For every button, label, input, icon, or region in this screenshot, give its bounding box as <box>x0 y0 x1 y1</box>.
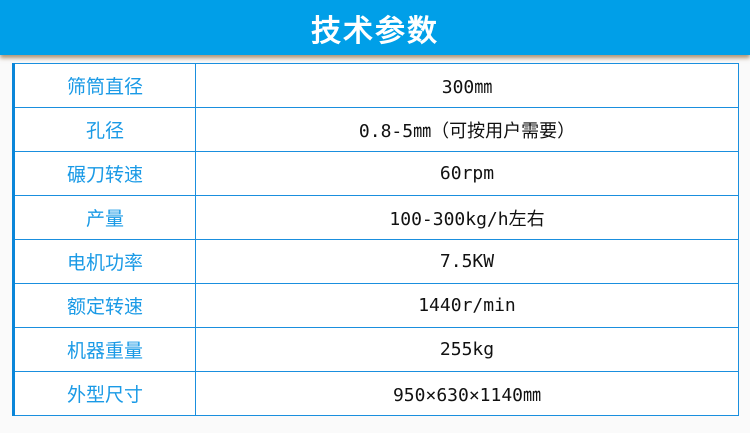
spec-table: 筛筒直径 300㎜ 孔径 0.8-5㎜（可按用户需要） 碾刀转速 60rpm 产量 100-3… <box>12 63 739 416</box>
table-row: 产量 100-300kg/h左右 <box>13 195 739 240</box>
spec-value: 100-300kg/h左右 <box>195 195 739 240</box>
title-banner: 技术参数 <box>0 0 750 55</box>
spec-value: 950×630×1140㎜ <box>195 371 739 416</box>
table-row: 孔径 0.8-5㎜（可按用户需要） <box>13 107 739 152</box>
spec-label: 筛筒直径 <box>13 63 196 108</box>
spec-label: 电机功率 <box>13 239 196 284</box>
spec-label: 碾刀转速 <box>13 151 196 196</box>
table-row: 筛筒直径 300㎜ <box>13 63 739 108</box>
spec-label: 孔径 <box>13 107 196 152</box>
page-title: 技术参数 <box>311 13 439 49</box>
table-row: 额定转速 1440r/min <box>13 283 739 328</box>
spec-value: 300㎜ <box>195 63 739 108</box>
spec-label: 产量 <box>13 195 196 240</box>
spec-value: 7.5KW <box>195 239 739 284</box>
spec-value: 1440r/min <box>195 283 739 328</box>
spec-value: 60rpm <box>195 151 739 196</box>
table-row: 电机功率 7.5KW <box>13 239 739 284</box>
spec-value: 255kg <box>195 327 739 372</box>
spec-value: 0.8-5㎜（可按用户需要） <box>195 107 739 152</box>
table-row: 外型尺寸 950×630×1140㎜ <box>13 371 739 416</box>
spec-label: 机器重量 <box>13 327 196 372</box>
spec-label: 外型尺寸 <box>13 371 196 416</box>
table-row: 碾刀转速 60rpm <box>13 151 739 196</box>
spec-label: 额定转速 <box>13 283 196 328</box>
table-row: 机器重量 255kg <box>13 327 739 372</box>
